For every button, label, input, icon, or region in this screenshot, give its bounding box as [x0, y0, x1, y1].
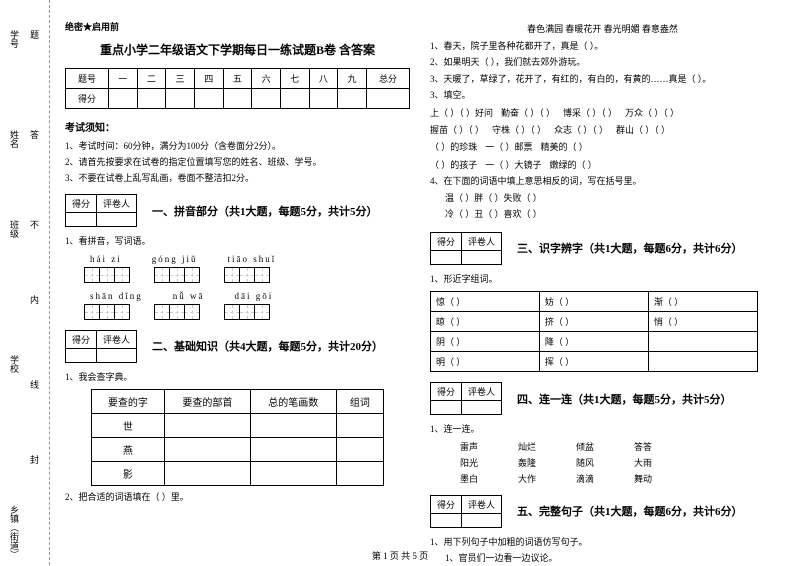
connect-row: 雷声 灿烂 倾盆 答答	[460, 440, 775, 453]
bind-label: 学校	[8, 355, 21, 373]
bind-label: 题	[28, 30, 41, 39]
page-footer: 第 1 页 共 5 页	[0, 549, 800, 562]
bind-label: 学号	[8, 30, 21, 48]
section-title: 一、拼音部分（共1大题，每题5分，共计5分）	[152, 203, 378, 219]
section-title: 二、基础知识（共4大题，每题5分，共计20分）	[152, 338, 383, 354]
idiom-line: 春色满园 春暖花开 春光明媚 春意盎然	[430, 23, 775, 37]
form-table: 惊（ ）妨（ ）渐（ ） 晾（ ）挤（ ）悄（ ） 阴（ ）降（ ） 明（ ）挥…	[430, 291, 758, 372]
binding-area: 学号 题 姓名 答 班级 不 内 学校 线 封 乡镇（街道）	[0, 0, 50, 565]
notice-item: 2、请首先按要求在试卷的指定位置填写您的姓名、班级、学号。	[65, 155, 410, 168]
question: 4、在下面的词语中填上意思相反的词，写在括号里。	[430, 175, 775, 189]
section-3-header: 得分评卷人 三、识字辨字（共1大题，每题6分，共计6分）	[430, 232, 775, 265]
section-title: 三、识字辨字（共1大题，每题6分，共计6分）	[517, 240, 743, 256]
connect-row: 阳光 轰隆 随风 大雨	[460, 456, 775, 469]
right-column: 春色满园 春暖花开 春光明媚 春意盎然 1、春天，院子里各种花都开了，真是（ ）…	[420, 20, 785, 545]
score-value-row: 得分	[66, 89, 410, 109]
section-2-header: 得分评卷人 二、基础知识（共4大题，每题5分，共计20分）	[65, 330, 410, 363]
question: 1、看拼音，写词语。	[65, 235, 410, 249]
grid-row	[85, 304, 410, 320]
score-box: 得分评卷人	[430, 495, 502, 528]
antonym-line: 温（ ）胖（ ）失败（ ）	[445, 192, 775, 206]
connect-row: 墨白 大作 滴滴 舞动	[460, 472, 775, 485]
pinyin: dāi gōi	[235, 291, 274, 301]
bind-label: 封	[28, 455, 41, 464]
score-box: 得分评卷人	[430, 382, 502, 415]
section-5-header: 得分评卷人 五、完整句子（共1大题，每题6分，共计6分）	[430, 495, 775, 528]
left-column: 绝密★启用前 重点小学二年级语文下学期每日一练试题B卷 含答案 题号 一 二 三…	[55, 20, 420, 545]
dict-table: 要查的字 要查的部首 总的笔画数 组词 世 燕 影	[91, 389, 384, 486]
notice-item: 1、考试时间：60分钟，满分为100分（含卷面分2分）。	[65, 139, 410, 152]
word-group: 握苗（ ）（ ） 守株（ ）（ ） 众志（ ）（ ） 群山（ ）（ ）	[430, 123, 775, 137]
fill-item: 1、春天，院子里各种花都开了，真是（ ）。	[430, 40, 775, 54]
bind-label: 班级	[8, 220, 21, 238]
pinyin: shān dǐng	[90, 291, 143, 301]
word-group: （ ）的孩子 一（ ）大镜子 嫩绿的（ ）	[430, 158, 775, 172]
char-grid[interactable]	[225, 267, 270, 283]
score-table: 题号 一 二 三 四 五 六 七 八 九 总分 得分	[65, 68, 410, 109]
word-group: （ ）的珍珠 一（ ）邮票 精美的（ ）	[430, 140, 775, 154]
pinyin: nǚ wā	[173, 291, 205, 301]
char-grid[interactable]	[155, 267, 200, 283]
section-title: 四、连一连（共1大题，每题5分，共计5分）	[517, 391, 732, 407]
bind-label: 内	[28, 295, 41, 304]
question: 1、用下列句子中加粗的词语仿写句子。	[430, 536, 775, 550]
score-box: 得分评卷人	[430, 232, 502, 265]
section-1-header: 得分评卷人 一、拼音部分（共1大题，每题5分，共计5分）	[65, 194, 410, 227]
question: 2、把合适的词语填在（ ）里。	[65, 491, 410, 505]
question: 1、连一连。	[430, 423, 775, 437]
score-box: 得分评卷人	[65, 194, 137, 227]
section-4-header: 得分评卷人 四、连一连（共1大题，每题5分，共计5分）	[430, 382, 775, 415]
question: 1、形近字组词。	[430, 273, 775, 287]
bind-label: 姓名	[8, 130, 21, 148]
question: 3、填空。	[430, 89, 775, 103]
pinyin: tiāo shuǐ	[228, 254, 277, 264]
secret-label: 绝密★启用前	[65, 20, 410, 33]
bind-label: 不	[28, 220, 41, 229]
char-grid[interactable]	[85, 304, 130, 320]
bind-label: 线	[28, 380, 41, 389]
pinyin: góng jiǔ	[152, 254, 198, 264]
pinyin: hái zi	[90, 254, 122, 264]
antonym-line: 冷（ ）丑（ ）喜欢（ ）	[445, 208, 775, 222]
pinyin-row: shān dǐng nǚ wā dāi gōi	[90, 291, 410, 301]
char-grid[interactable]	[155, 304, 200, 320]
exam-title: 重点小学二年级语文下学期每日一练试题B卷 含答案	[65, 41, 410, 58]
pinyin-row: hái zi góng jiǔ tiāo shuǐ	[90, 254, 410, 264]
char-grid[interactable]	[225, 304, 270, 320]
word-group: 上（ ）（ ）好问 勤奋（ ）（ ） 博采（ ）（ ） 万众（ ）（ ）	[430, 106, 775, 120]
char-grid[interactable]	[85, 267, 130, 283]
notice-title: 考试须知：	[65, 119, 410, 134]
score-header-row: 题号 一 二 三 四 五 六 七 八 九 总分	[66, 69, 410, 89]
score-box: 得分评卷人	[65, 330, 137, 363]
bind-label: 答	[28, 130, 41, 139]
grid-row	[85, 267, 410, 283]
fill-item: 3、天暖了，草绿了，花开了，有红的，有白的，有黄的……真是（ ）。	[430, 73, 775, 87]
fill-item: 2、如果明天（ ），我们就去郊外游玩。	[430, 56, 775, 70]
notice-item: 3、不要在试卷上乱写乱画，卷面不整洁扣2分。	[65, 171, 410, 184]
question: 1、我会查字典。	[65, 371, 410, 385]
page-content: 绝密★启用前 重点小学二年级语文下学期每日一练试题B卷 含答案 题号 一 二 三…	[0, 0, 800, 550]
section-title: 五、完整句子（共1大题，每题6分，共计6分）	[517, 503, 743, 519]
